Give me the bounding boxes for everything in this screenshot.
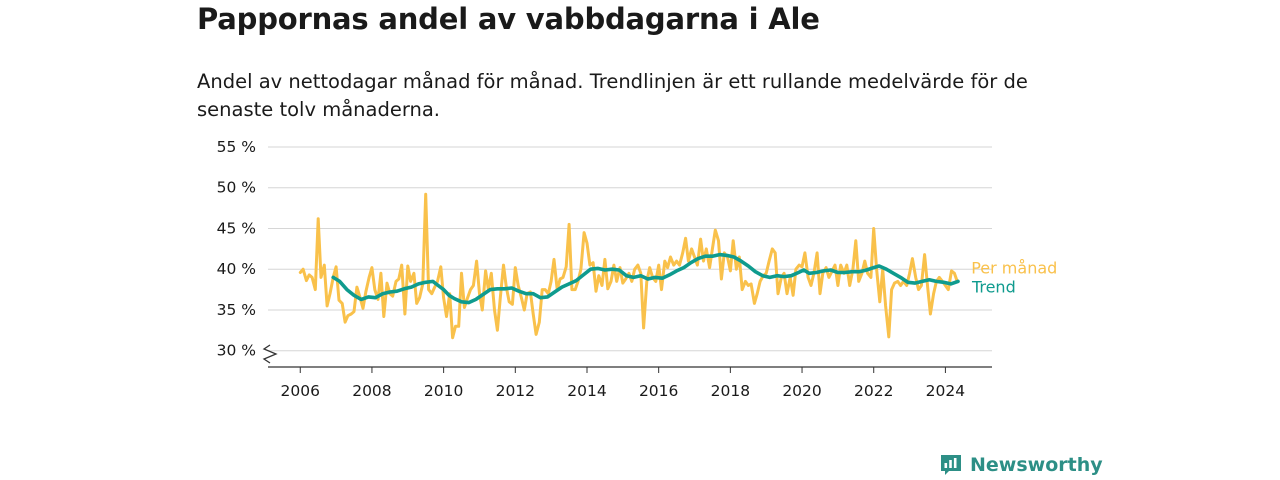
axis-break-icon bbox=[262, 344, 278, 364]
series-line-per-manad bbox=[298, 192, 959, 340]
x-tick-label: 2016 bbox=[639, 382, 678, 400]
y-tick-label: 50 % bbox=[217, 179, 256, 197]
x-tick-label: 2018 bbox=[711, 382, 750, 400]
y-tick-label: 30 % bbox=[217, 342, 256, 360]
x-tick-label: 2020 bbox=[782, 382, 821, 400]
series-label-per-manad: Per månad bbox=[971, 258, 1057, 277]
brand-logo[interactable]: Newsworthy bbox=[940, 450, 1103, 480]
x-tick-label: 2008 bbox=[352, 382, 391, 400]
newsworthy-logo-icon bbox=[941, 455, 961, 475]
x-tick-label: 2022 bbox=[854, 382, 893, 400]
x-tick-label: 2010 bbox=[424, 382, 463, 400]
x-tick-label: 2014 bbox=[567, 382, 606, 400]
y-tick-label: 55 % bbox=[217, 138, 256, 156]
y-tick-label: 35 % bbox=[217, 301, 256, 319]
brand-name: Newsworthy bbox=[970, 454, 1103, 476]
series-line-trend bbox=[331, 252, 960, 305]
x-tick-label: 2006 bbox=[281, 382, 320, 400]
x-tick-label: 2012 bbox=[496, 382, 535, 400]
y-tick-label: 40 % bbox=[217, 260, 256, 278]
x-tick-label: 2024 bbox=[926, 382, 965, 400]
chart-subtitle: Andel av nettodagar månad för månad. Tre… bbox=[197, 70, 1028, 121]
series-label-trend: Trend bbox=[971, 277, 1016, 296]
chart-title: Pappornas andel av vabbdagarna i Ale bbox=[197, 2, 820, 36]
y-tick-label: 45 % bbox=[217, 219, 256, 237]
